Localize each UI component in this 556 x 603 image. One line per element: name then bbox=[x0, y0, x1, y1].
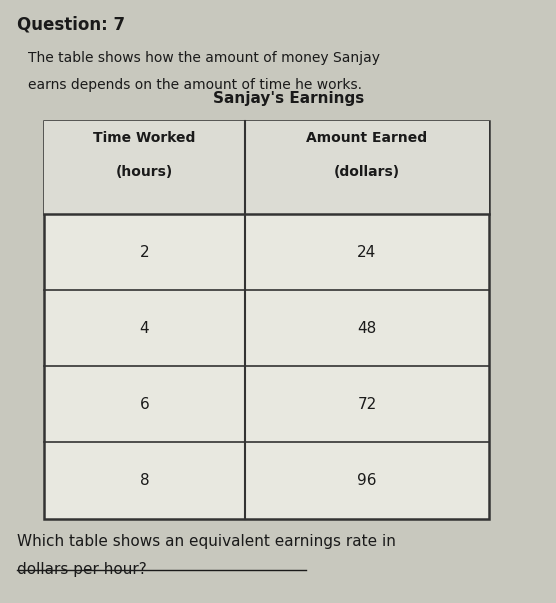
Text: Sanjay's Earnings: Sanjay's Earnings bbox=[214, 90, 365, 106]
Text: 4: 4 bbox=[140, 321, 150, 336]
Text: The table shows how the amount of money Sanjay: The table shows how the amount of money … bbox=[28, 51, 380, 65]
Text: Time Worked: Time Worked bbox=[93, 131, 196, 145]
Text: 2: 2 bbox=[140, 245, 150, 260]
Text: Question: 7: Question: 7 bbox=[17, 15, 125, 33]
Bar bbox=[44, 121, 489, 214]
Bar bbox=[44, 121, 489, 519]
Text: 96: 96 bbox=[357, 473, 377, 488]
Text: (hours): (hours) bbox=[116, 165, 173, 178]
Text: Which table shows an equivalent earnings rate in: Which table shows an equivalent earnings… bbox=[17, 534, 395, 549]
Text: earns depends on the amount of time he works.: earns depends on the amount of time he w… bbox=[28, 78, 362, 92]
Text: 24: 24 bbox=[358, 245, 376, 260]
Text: 8: 8 bbox=[140, 473, 150, 488]
Text: Amount Earned: Amount Earned bbox=[306, 131, 428, 145]
Text: 6: 6 bbox=[140, 397, 150, 412]
Text: (dollars): (dollars) bbox=[334, 165, 400, 178]
Text: dollars per hour?: dollars per hour? bbox=[17, 562, 146, 577]
Text: 72: 72 bbox=[358, 397, 376, 412]
Text: 48: 48 bbox=[358, 321, 376, 336]
